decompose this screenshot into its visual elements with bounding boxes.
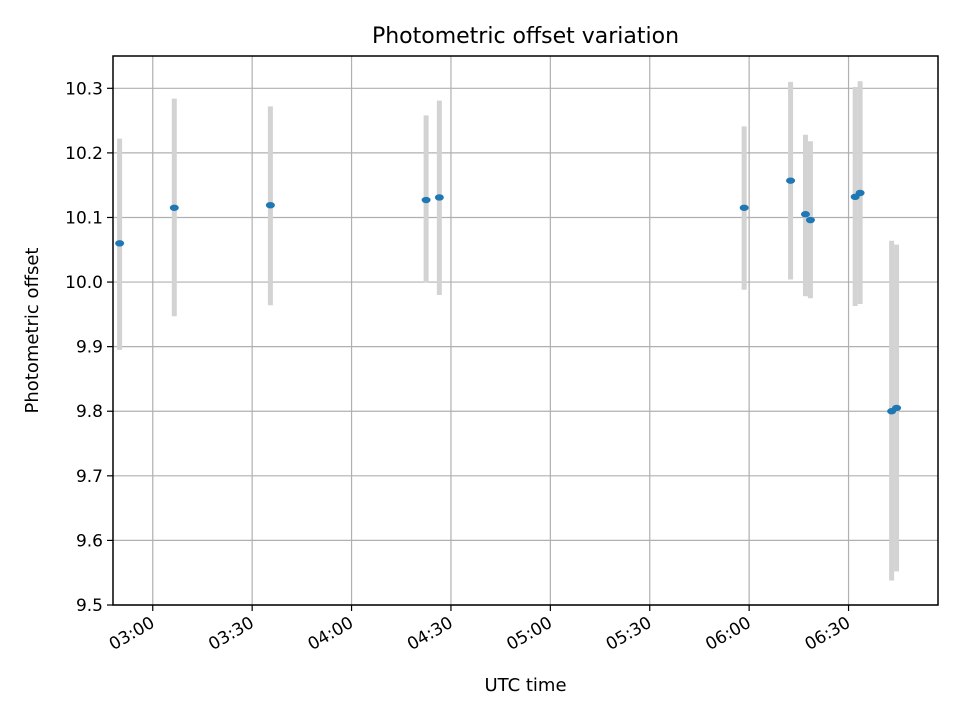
y-axis-ticks: 9.5 9.6 9.7 9.8 9.9 10.0 10.1 10.2 10.3 <box>65 79 113 616</box>
chart-title: Photometric offset variation <box>372 24 679 49</box>
data-point <box>855 189 865 197</box>
plot-frame <box>112 55 939 606</box>
grid-lines <box>113 56 938 606</box>
y-tick-label: 9.7 <box>76 467 103 487</box>
y-axis-label: Photometric offset <box>22 248 43 414</box>
data-point <box>265 201 275 209</box>
data-point <box>421 196 431 204</box>
data-point <box>805 216 815 224</box>
data-point <box>434 194 444 201</box>
data-point <box>892 404 902 412</box>
y-tick-label: 10.3 <box>65 79 103 99</box>
y-tick-label: 10.2 <box>65 144 103 164</box>
y-tick-label: 9.5 <box>76 596 103 616</box>
y-tick-label: 10.1 <box>65 208 103 228</box>
data-points <box>115 177 902 415</box>
y-tick-label: 10.0 <box>65 273 103 293</box>
data-point <box>800 211 810 218</box>
y-tick-label: 9.8 <box>76 402 103 422</box>
data-point <box>739 204 749 211</box>
data-point <box>169 204 179 211</box>
x-axis-label: UTC time <box>484 675 566 696</box>
y-tick-label: 9.6 <box>76 531 103 551</box>
y-tick-label: 9.9 <box>76 338 103 358</box>
data-point <box>115 240 125 247</box>
data-point <box>786 177 796 184</box>
